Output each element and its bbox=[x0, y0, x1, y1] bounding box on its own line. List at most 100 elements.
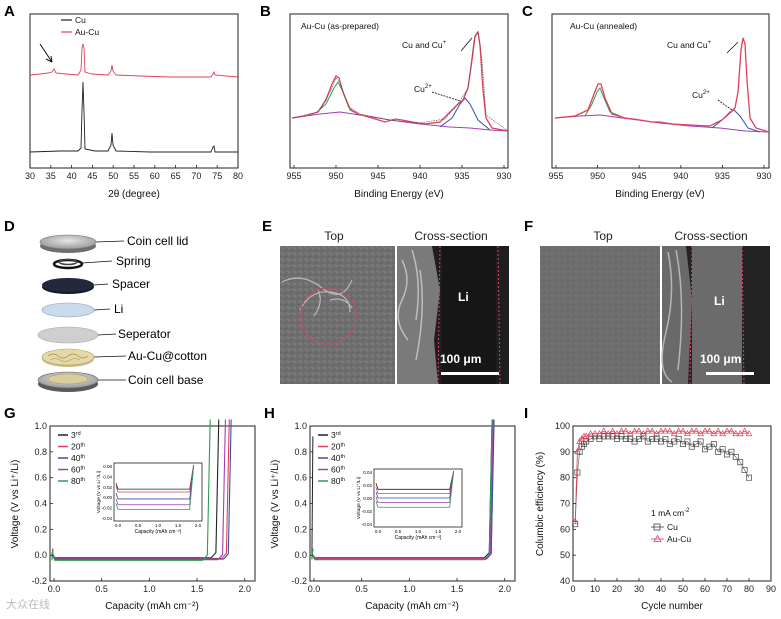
i-point-aucu bbox=[706, 427, 713, 434]
i-point-cu bbox=[622, 435, 629, 442]
i-point-aucu bbox=[688, 427, 696, 434]
panel-letter-b: B bbox=[260, 3, 271, 20]
i-xtick-label: 60 bbox=[700, 584, 710, 594]
panel-letter-f: F bbox=[524, 218, 533, 235]
panel-c-annotation-cu-text: Cu and Cu bbox=[667, 40, 708, 50]
g-xtick-label: 0.0 bbox=[48, 584, 61, 594]
h-spike-3 bbox=[311, 436, 314, 558]
sem-e-li-boundary-left bbox=[437, 245, 441, 385]
legend-i-marker-cu bbox=[653, 523, 661, 531]
h-xtick-label: 0.5 bbox=[355, 584, 368, 594]
panel-letter-d: D bbox=[4, 218, 15, 235]
h-legend-label: 20th bbox=[331, 442, 345, 452]
i-point-aucu bbox=[714, 427, 722, 434]
h-inset-ytick: 0.02 bbox=[363, 483, 372, 488]
panel-c-xtick-label: 935 bbox=[715, 171, 730, 181]
au-cu-cotton bbox=[41, 348, 95, 367]
label-spacer: Spacer bbox=[112, 277, 150, 291]
h-ytick-label: 1.0 bbox=[294, 421, 307, 431]
panel-b-xtick-label: 950 bbox=[328, 171, 343, 181]
i-point-aucu bbox=[679, 427, 687, 434]
panel-b-xtick-label: 945 bbox=[370, 171, 385, 181]
h-legend-label: 3rd bbox=[331, 430, 341, 440]
panel-b-annotation-cu2: Cu2+ bbox=[414, 84, 432, 94]
i-xtick-label: 10 bbox=[590, 584, 600, 594]
i-point-aucu bbox=[587, 430, 594, 437]
panel-i-rate-sup: -2 bbox=[684, 508, 690, 514]
i-point-aucu bbox=[571, 517, 579, 524]
panel-i-rate-text: 1 mA cm bbox=[651, 508, 684, 518]
panel-c-xlabel: Binding Energy (eV) bbox=[615, 189, 705, 200]
i-series-aucu-line bbox=[574, 430, 750, 522]
g-inset-ytick: 0.00 bbox=[103, 495, 112, 500]
i-ytick-label: 70 bbox=[560, 499, 570, 509]
g-ytick-label: 0.6 bbox=[34, 473, 47, 483]
panel-b-xtick-label: 940 bbox=[412, 171, 427, 181]
label-li: Li bbox=[114, 302, 123, 316]
g-inset-xtick: 0.0 bbox=[115, 523, 122, 528]
panel-a-frame bbox=[29, 13, 239, 169]
g-ytick-label: 1.0 bbox=[34, 421, 47, 431]
h-legend-label: 80th bbox=[331, 476, 345, 486]
i-point-aucu bbox=[591, 430, 599, 437]
g-inset-ytick: 0.04 bbox=[103, 474, 112, 479]
panel-a-xtick-label: 35 bbox=[46, 171, 56, 181]
g-inset-curve bbox=[115, 464, 195, 493]
h-ytick-label: 0.2 bbox=[294, 524, 307, 534]
sem-f-scale-text: 100 μm bbox=[700, 352, 741, 366]
panel-c-annotation-cu2-text: Cu bbox=[692, 90, 703, 100]
panel-c-frame bbox=[551, 13, 770, 169]
h-xtick-label: 2.0 bbox=[498, 584, 511, 594]
i-point-aucu bbox=[723, 427, 731, 434]
panel-b-annotation-cu-text: Cu and Cu bbox=[402, 40, 443, 50]
g-inset-xtick: 0.5 bbox=[135, 523, 142, 528]
g-xtick-label: 1.5 bbox=[191, 584, 204, 594]
panel-letter-e: E bbox=[262, 218, 272, 235]
panel-a-xtick-label: 70 bbox=[191, 171, 201, 181]
i-point-aucu bbox=[745, 430, 753, 437]
i-point-cu bbox=[662, 435, 669, 442]
i-xtick-label: 0 bbox=[570, 584, 575, 594]
panel-i-frame bbox=[572, 425, 772, 582]
panel-c-xps-chart: Au-Cu (annealed) Cu and Cu+ Cu2+ 955 950 9… bbox=[548, 13, 772, 200]
legend-i-marker-aucu bbox=[653, 534, 662, 542]
h-xtick-label: 1.5 bbox=[451, 584, 464, 594]
spring bbox=[52, 258, 84, 270]
panel-i-ylabel: Columbic efficiency (%) bbox=[535, 452, 546, 556]
label-coin-cell-base: Coin cell base bbox=[128, 373, 204, 387]
panel-b-frame bbox=[289, 13, 509, 169]
h-inset-ytick: 0.00 bbox=[363, 496, 372, 501]
label-spring: Spring bbox=[116, 254, 151, 268]
i-point-cu bbox=[600, 433, 607, 440]
g-inset-xtick: 1.0 bbox=[155, 523, 162, 528]
h-ytick-label: -0.2 bbox=[291, 576, 307, 586]
panel-g-xlabel: Capacity (mAh cm⁻²) bbox=[105, 601, 199, 612]
legend-aucu: Au-Cu bbox=[75, 27, 99, 37]
li-disc bbox=[41, 302, 95, 318]
i-xtick-label: 40 bbox=[656, 584, 666, 594]
sem-f-li-label: Li bbox=[714, 294, 725, 308]
sem-e-top-image bbox=[280, 246, 395, 384]
h-inset-xlabel: Capacity (mAh cm⁻²) bbox=[395, 535, 442, 541]
panel-b-xtick-label: 955 bbox=[286, 171, 301, 181]
legend-i-aucu: Au-Cu bbox=[667, 534, 691, 544]
xrd-cu-line bbox=[30, 81, 238, 153]
h-ytick-label: 0.0 bbox=[294, 550, 307, 560]
panel-f-header-top: Top bbox=[593, 229, 613, 243]
i-point-aucu bbox=[728, 427, 735, 434]
g-inset-ytick: 0.02 bbox=[103, 485, 112, 490]
g-legend-label: 60th bbox=[71, 465, 85, 475]
h-inset-xtick: 0.5 bbox=[395, 529, 402, 534]
i-point-aucu bbox=[741, 427, 748, 434]
xps-b-fit-cu1 bbox=[315, 81, 361, 116]
xps-c-data bbox=[554, 37, 769, 133]
panel-b-title: Au-Cu (as-prepared) bbox=[301, 21, 379, 31]
panel-f-sem-images: Top Cross-section Li 100 μm bbox=[540, 229, 770, 385]
xrd-arrow bbox=[39, 43, 53, 63]
h-ytick-label: 0.6 bbox=[294, 473, 307, 483]
legend-cu: Cu bbox=[75, 15, 86, 25]
panel-e-header-cross: Cross-section bbox=[414, 229, 487, 243]
i-point-cu bbox=[684, 438, 691, 445]
i-point-aucu bbox=[692, 427, 700, 434]
i-xtick-label: 90 bbox=[766, 584, 776, 594]
